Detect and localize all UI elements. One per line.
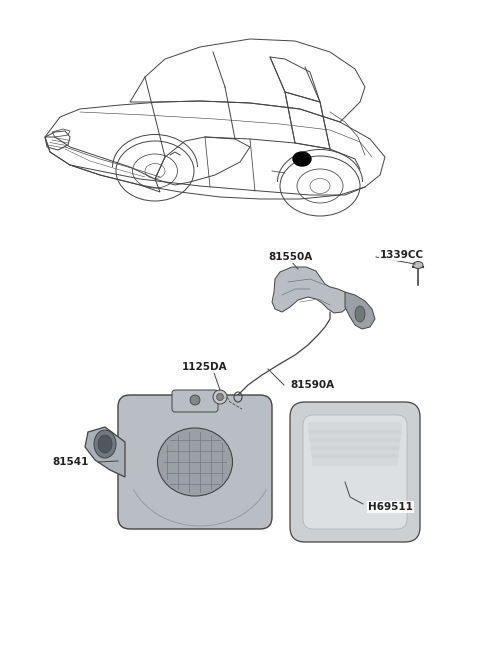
FancyBboxPatch shape: [172, 390, 218, 412]
Polygon shape: [272, 267, 350, 313]
FancyBboxPatch shape: [311, 446, 399, 458]
Ellipse shape: [413, 261, 423, 269]
FancyBboxPatch shape: [303, 415, 407, 529]
Ellipse shape: [293, 152, 311, 166]
Ellipse shape: [157, 428, 232, 496]
Ellipse shape: [98, 435, 112, 453]
Text: 81590A: 81590A: [290, 380, 334, 390]
Ellipse shape: [94, 430, 116, 458]
Text: H69511: H69511: [368, 502, 413, 512]
FancyBboxPatch shape: [118, 395, 272, 529]
Text: 81541: 81541: [52, 457, 88, 467]
Text: 81550A: 81550A: [268, 252, 312, 262]
Ellipse shape: [355, 306, 365, 322]
FancyBboxPatch shape: [310, 438, 400, 450]
FancyBboxPatch shape: [308, 422, 402, 434]
Polygon shape: [345, 292, 375, 329]
Circle shape: [213, 390, 227, 404]
Circle shape: [216, 394, 224, 401]
Circle shape: [190, 395, 200, 405]
FancyBboxPatch shape: [290, 402, 420, 542]
FancyBboxPatch shape: [309, 430, 401, 442]
FancyBboxPatch shape: [312, 454, 398, 466]
Polygon shape: [85, 427, 125, 477]
Text: 1125DA: 1125DA: [182, 362, 228, 372]
Text: 1339CC: 1339CC: [380, 250, 424, 260]
